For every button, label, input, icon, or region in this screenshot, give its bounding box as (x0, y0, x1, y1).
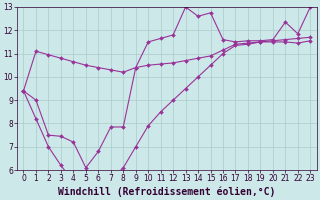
X-axis label: Windchill (Refroidissement éolien,°C): Windchill (Refroidissement éolien,°C) (58, 186, 276, 197)
